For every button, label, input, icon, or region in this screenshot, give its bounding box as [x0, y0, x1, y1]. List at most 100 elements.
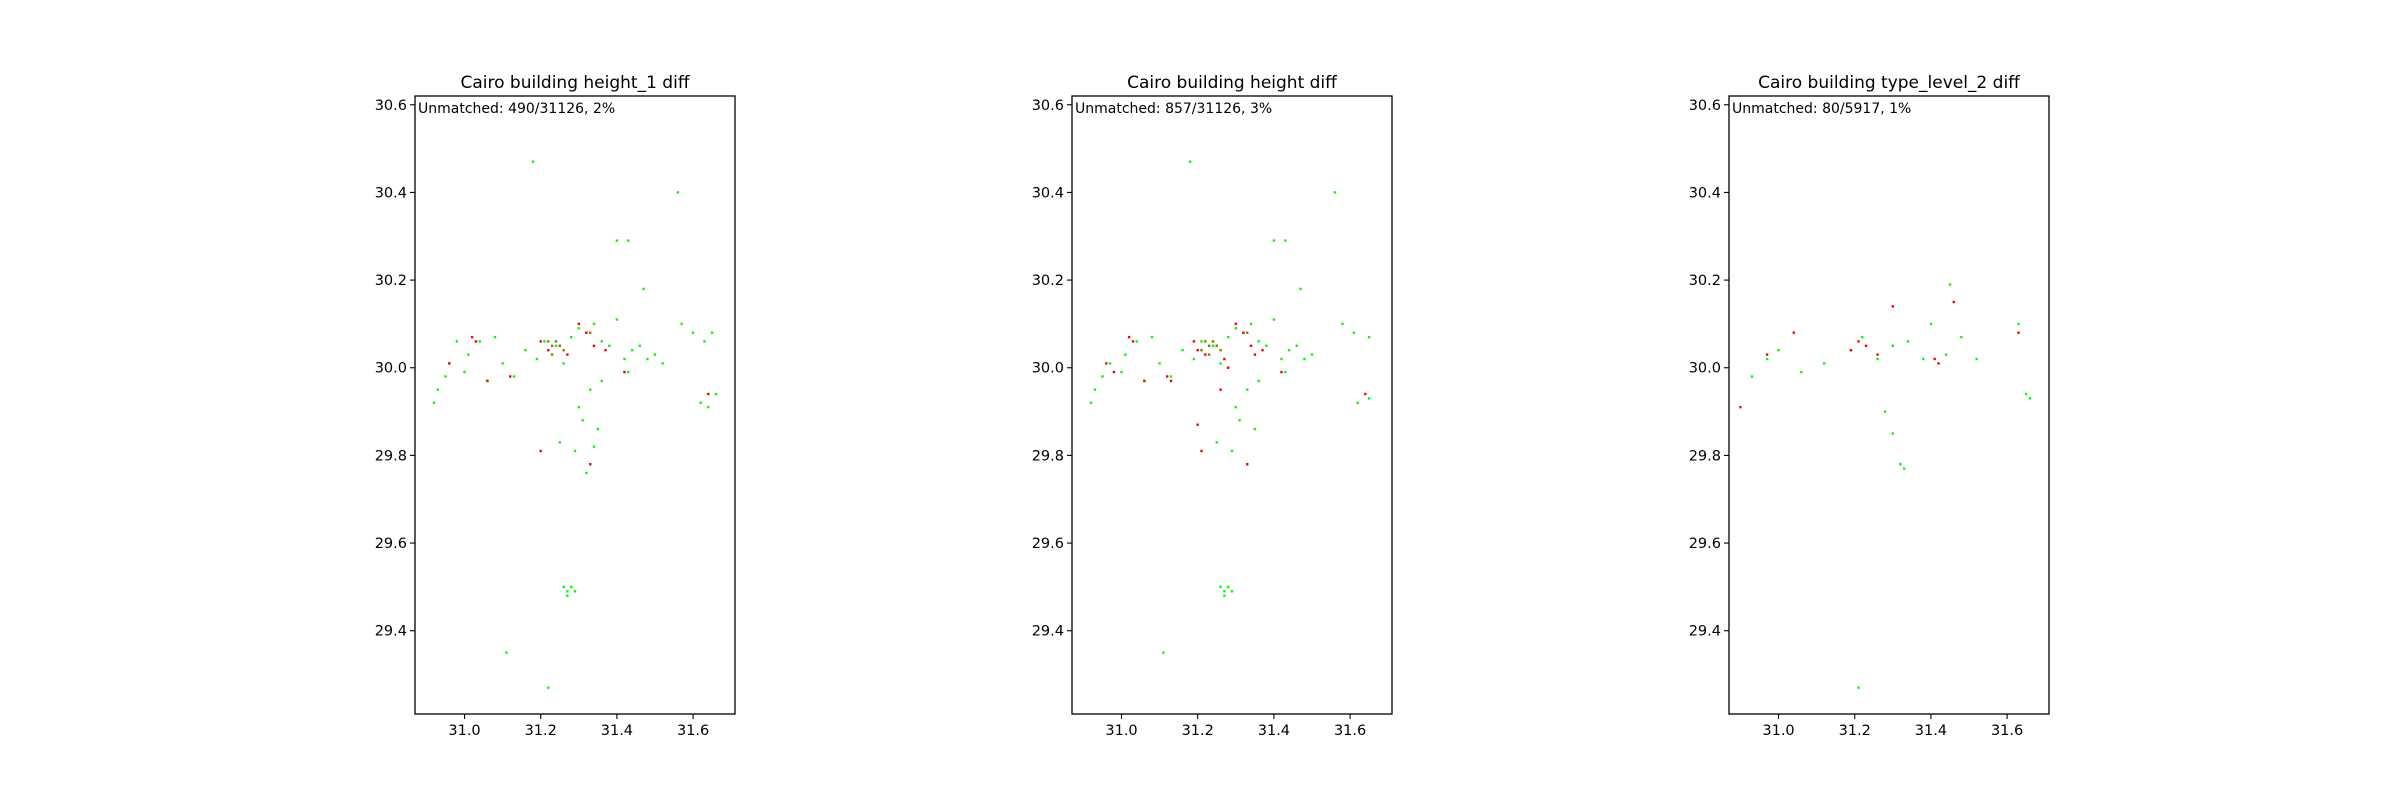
panel-3-y-axis: 29.4 29.6 29.8 30.0 30.2 30.4 30.6: [1689, 98, 1729, 640]
panel-2-series-0-point: [1265, 344, 1268, 347]
panel-1-series-0-point: [676, 191, 680, 194]
panel-3-series-1-point: [1792, 331, 1795, 334]
panel-3-series-0-point: [1903, 467, 1906, 470]
panel-2-y-axis: 29.4 29.6 29.8 30.0 30.2 30.4 30.6: [1032, 98, 1072, 640]
panel-1-series-0-point: [566, 590, 569, 593]
panel-1-series-0-point: [566, 594, 569, 597]
panel-2-series-0-point: [1367, 397, 1371, 400]
y-tick-label: 30.0: [1032, 361, 1064, 377]
panel-1-series-0-point: [535, 357, 539, 361]
panel-1-series-0-point: [691, 331, 695, 334]
panel-1: Cairo building height_1 diff Unmatched: …: [375, 73, 736, 739]
panel-2-series-1-point: [1223, 357, 1226, 361]
panel-1-series-0-point: [592, 445, 596, 448]
panel-2-series-0-point: [1284, 370, 1287, 374]
panel-1-series-1-point: [585, 331, 588, 334]
x-tick-label: 31.6: [677, 723, 709, 739]
panel-3-series-0-point: [2028, 397, 2032, 400]
panel-2-series-0-point: [1272, 318, 1276, 321]
panel-2-series-1-point: [1192, 340, 1196, 343]
panel-2-title: Cairo building height diff: [1127, 73, 1338, 93]
panel-1-series-1-point: [474, 340, 478, 343]
panel-2-series-1-point: [1105, 362, 1108, 365]
panel-1-series-0-point: [627, 370, 630, 374]
panel-1-series-0-point: [570, 585, 573, 589]
y-tick-label: 30.0: [375, 361, 407, 377]
panel-2-series-0-point: [1310, 353, 1314, 356]
panel-2-series-0-point: [1257, 379, 1260, 383]
panel-3-series-0-point: [1899, 463, 1902, 466]
panel-1-series-0-point: [680, 322, 683, 326]
panel-3-series-0-point: [1948, 283, 1952, 286]
panel-1-series-0-point: [714, 392, 718, 396]
panel-1-series-0-point: [577, 327, 580, 330]
panel-2-series-0-point: [1356, 401, 1359, 404]
panel-3-series-1-point: [1933, 357, 1936, 361]
x-tick-label: 31.0: [448, 723, 480, 739]
panel-1-series-0-point: [646, 357, 649, 361]
panel-2-series-0-point: [1181, 349, 1184, 352]
panel-2-series-2-point: [1211, 340, 1215, 343]
panel-2-series-1-point: [1204, 353, 1207, 356]
panel-3-series-0-point: [1765, 357, 1769, 361]
panel-1-series-0-point: [707, 406, 710, 409]
panel-2-series-0-point: [1352, 331, 1356, 334]
panel-3-series-0-point: [1891, 344, 1894, 347]
panel-2-frame: [1071, 95, 1393, 715]
panel-1-series-1-point: [539, 340, 542, 343]
panel-1-series-2-point: [562, 349, 565, 352]
panel-2-series-1-point: [1280, 370, 1283, 374]
panel-1-series-0-point: [554, 344, 558, 347]
panel-1-points: [432, 160, 718, 689]
panel-3-frame: [1728, 95, 2050, 715]
panel-2-series-0-point: [1135, 340, 1138, 343]
panel-2-series-2-point: [1204, 340, 1207, 343]
panel-1-series-1-point: [470, 335, 474, 339]
panel-2-series-0-point: [1234, 406, 1237, 409]
y-tick-label: 29.8: [375, 448, 407, 464]
panel-1-series-1-point: [486, 379, 489, 383]
panel-2-series-0-point: [1219, 362, 1222, 365]
panel-2-x-axis: 31.0 31.2 31.4 31.6: [1105, 714, 1366, 739]
panel-1-series-0-point: [627, 239, 630, 242]
panel-1-series-1-point: [509, 375, 512, 378]
x-tick-label: 31.6: [1334, 723, 1366, 739]
panel-2-series-1-point: [1234, 322, 1237, 326]
y-tick-label: 30.6: [375, 98, 407, 114]
panel-2-series-0-point: [1124, 353, 1127, 356]
y-tick-label: 29.6: [1689, 536, 1721, 552]
panel-1-series-0-point: [478, 340, 481, 343]
x-tick-label: 31.0: [1762, 723, 1794, 739]
panel-2-series-0-point: [1230, 590, 1234, 593]
panel-3-series-1-point: [1937, 362, 1940, 365]
x-tick-label: 31.4: [1915, 723, 1947, 739]
y-tick-label: 30.2: [375, 273, 407, 289]
x-tick-label: 31.2: [1839, 723, 1871, 739]
panel-1-series-0-point: [585, 471, 588, 475]
panel-1-series-0-point: [562, 362, 565, 365]
panel-3-series-1-point: [1952, 300, 1955, 304]
panel-2-series-0-point: [1215, 441, 1218, 444]
panel-1-series-0-point: [570, 335, 573, 339]
panel-2-series-0-point: [1200, 340, 1203, 343]
panel-1-series-0-point: [581, 419, 584, 422]
panel-2-series-0-point: [1295, 344, 1298, 347]
panel-1-series-2-point: [554, 340, 558, 343]
panel-1-series-0-point: [558, 441, 561, 444]
panel-1-series-1-point: [623, 370, 626, 374]
panel-2-series-1-point: [1112, 370, 1116, 374]
panel-2-series-0-point: [1219, 585, 1222, 589]
y-tick-label: 29.4: [1032, 624, 1064, 640]
panel-3-series-0-point: [1906, 340, 1910, 343]
panel-2-series-1-point: [1364, 392, 1367, 396]
panel-3-x-axis: 31.0 31.2 31.4 31.6: [1762, 714, 2023, 739]
panel-1-series-0-point: [615, 239, 619, 242]
panel-2-series-1-point: [1127, 335, 1131, 339]
panel-3-series-1-point: [1765, 353, 1769, 356]
panel-3-series-0-point: [1929, 322, 1933, 326]
panel-1-series-0-point: [573, 590, 577, 593]
panel-2-series-1-point: [1200, 449, 1203, 453]
y-tick-label: 30.4: [1032, 185, 1064, 201]
